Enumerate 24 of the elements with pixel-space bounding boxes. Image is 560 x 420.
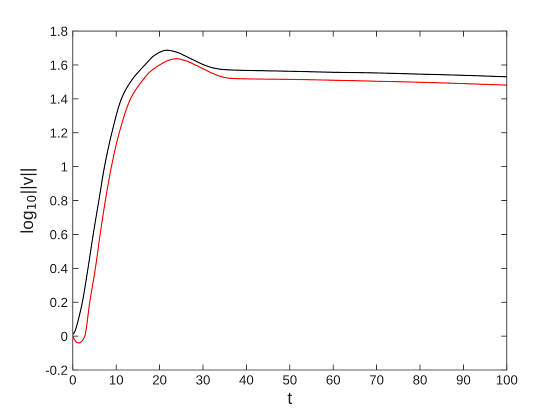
y-tick-label: 0.2 (50, 298, 68, 308)
x-tick-label: 60 (326, 375, 340, 385)
x-tick-label: 10 (110, 375, 124, 385)
y-tick-label: 1.8 (50, 26, 68, 36)
x-tick-label: 20 (152, 375, 166, 385)
x-axis-title: t (288, 392, 292, 404)
y-tick-label: 1.4 (50, 94, 68, 104)
x-tick-label: 80 (413, 375, 427, 385)
y-tick-label: 0.4 (50, 264, 68, 274)
x-tick-label: 30 (196, 375, 210, 385)
y-tick-label: 1.6 (50, 60, 68, 70)
x-tick-label: 0 (70, 375, 76, 385)
y-tick-label: -0.2 (46, 366, 68, 375)
y-tick-label: 0 (61, 332, 68, 342)
y-tick-label: 1.2 (50, 128, 68, 138)
x-tick-label: 100 (496, 375, 518, 385)
x-tick-label: 50 (282, 375, 297, 385)
y-tick-label: 0.8 (50, 196, 68, 206)
x-tick-label: 70 (370, 375, 384, 385)
x-tick-label: 40 (239, 375, 254, 385)
y-tick-label: 0.6 (50, 230, 68, 240)
x-tick-label: 90 (456, 375, 470, 385)
y-tick-label: 1 (62, 162, 68, 172)
y-axis-title: log$_{10}$||v|| (20, 169, 37, 232)
